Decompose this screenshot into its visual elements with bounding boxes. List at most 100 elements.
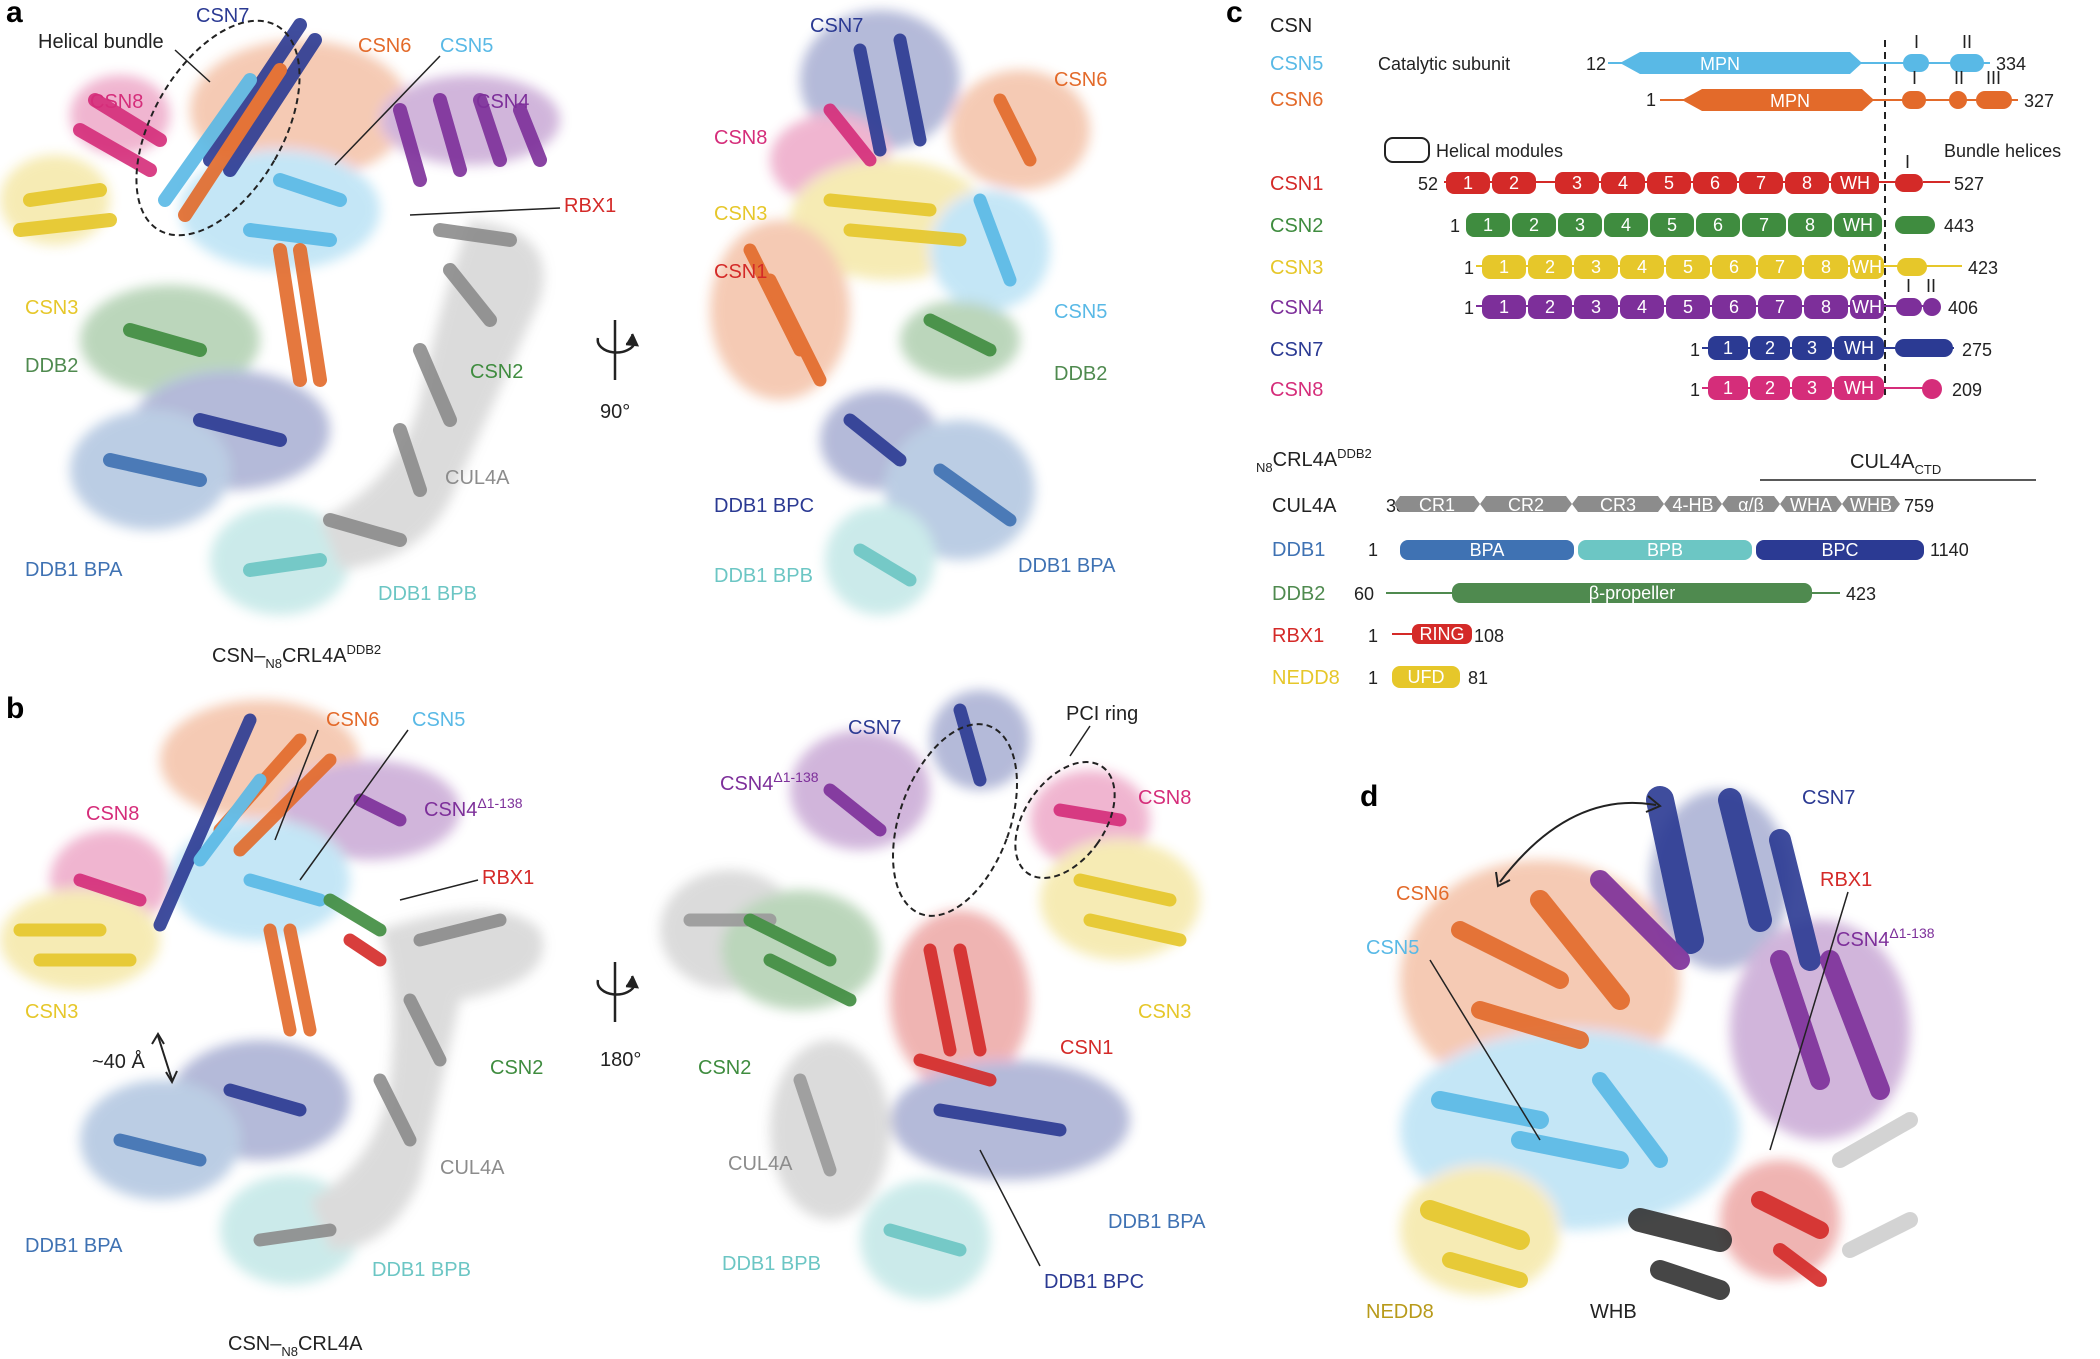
- c-row-name-csn8: CSN8: [1270, 379, 1323, 401]
- label-b2-csn7: CSN7: [848, 717, 901, 739]
- structure-b-right: [660, 690, 1200, 1300]
- c-csn6-end: 327: [2024, 91, 2054, 111]
- label-a2-csn5: CSN5: [1054, 301, 1107, 323]
- c-bundle-helices-label: Bundle helices: [1944, 141, 2061, 161]
- label-a-csn5: CSN5: [440, 35, 493, 57]
- label-a-csn7: CSN7: [196, 5, 249, 27]
- c-row-name-csn5: CSN5: [1270, 53, 1323, 75]
- c-csn2-m8: 8: [1805, 215, 1815, 235]
- c-csn3-m4: 4: [1637, 257, 1647, 277]
- c-csn1-m5: 5: [1664, 173, 1674, 193]
- label-a-csn2: CSN2: [470, 361, 523, 383]
- c-csn1-wh: WH: [1840, 173, 1870, 193]
- c-csn3-m7: 7: [1775, 257, 1785, 277]
- label-a-cul4a: CUL4A: [445, 467, 510, 489]
- label-a2-ddb1-bpc: DDB1 BPC: [714, 495, 814, 517]
- rotation-arrow-b: [596, 962, 640, 1022]
- c-csn8-m3: 3: [1807, 378, 1817, 398]
- label-a-csn8: CSN8: [90, 91, 143, 113]
- c-csn6-mpn: [1682, 89, 1874, 111]
- c-csn1-m2: 2: [1509, 173, 1519, 193]
- label-b2-ddb1-bpa: DDB1 BPA: [1108, 1211, 1206, 1233]
- label-a2-ddb1-bpb: DDB1 BPB: [714, 565, 813, 587]
- label-d-csn7: CSN7: [1802, 787, 1855, 809]
- c-csn2-end: 443: [1944, 216, 1974, 236]
- label-b2-cul4a: CUL4A: [728, 1153, 793, 1175]
- label-b-csn3: CSN3: [25, 1001, 78, 1023]
- c-csn2-start: 1: [1450, 216, 1460, 236]
- c-ddb1-end: 1140: [1930, 540, 1969, 560]
- label-a2-csn6: CSN6: [1054, 69, 1107, 91]
- c-ddb1-start: 1: [1368, 540, 1378, 560]
- c-row-name-csn6: CSN6: [1270, 89, 1323, 111]
- c-csn5-mark-ii: II: [1962, 32, 1972, 52]
- c-csn7-m1: 1: [1723, 338, 1733, 358]
- label-a2-ddb1-bpa: DDB1 BPA: [1018, 555, 1116, 577]
- c-csn1-m1: 1: [1463, 173, 1473, 193]
- label-a-rbx1: RBX1: [564, 195, 616, 217]
- c-csn1-end: 527: [1954, 174, 1984, 194]
- c-csn8-m1: 1: [1723, 378, 1733, 398]
- header-csn: CSN: [1270, 15, 1312, 37]
- label-a2-csn3: CSN3: [714, 203, 767, 225]
- c-csn3-start: 1: [1464, 258, 1474, 278]
- c-cul4a-name: CUL4A: [1272, 495, 1337, 517]
- c-helical-modules-label: Helical modules: [1436, 141, 1563, 161]
- c-csn2-m3: 3: [1575, 215, 1585, 235]
- c-ddb2-propeller: β-propeller: [1589, 583, 1675, 603]
- c-csn7-start: 1: [1690, 340, 1700, 360]
- label-b-csn8: CSN8: [86, 803, 139, 825]
- caption-b-left: CSN–N8CRL4A: [228, 1333, 363, 1359]
- c-cul4a-ab: α/β: [1738, 495, 1764, 515]
- rotation-arrow-a: [596, 320, 640, 380]
- label-a-ddb2: DDB2: [25, 355, 78, 377]
- c-row-name-csn7: CSN7: [1270, 339, 1323, 361]
- c-csn2-m6: 6: [1713, 215, 1723, 235]
- c-rows-helical: CSN1 52 1 2 3 4 5 6 7 8 WH 527 I CSN2 1: [1270, 152, 1998, 401]
- label-b-csn5: CSN5: [412, 709, 465, 731]
- label-d-nedd8: NEDD8: [1366, 1301, 1434, 1323]
- c-catalytic-label: Catalytic subunit: [1378, 54, 1510, 74]
- c-csn3-end: 423: [1968, 258, 1998, 278]
- c-csn4-wh: WH: [1852, 297, 1882, 317]
- label-b-csn6: CSN6: [326, 709, 379, 731]
- label-b2-ddb1-bpc: DDB1 BPC: [1044, 1271, 1144, 1293]
- label-b-csn2: CSN2: [490, 1057, 543, 1079]
- c-csn7-m3: 3: [1807, 338, 1817, 358]
- label-b-ddb1-bpb: DDB1 BPB: [372, 1259, 471, 1281]
- c-ddb1-bpc: BPC: [1821, 540, 1858, 560]
- c-cul4a-ctd: CUL4ACTD: [1850, 451, 1941, 477]
- label-b2-csn4: CSN4Δ1-138: [720, 769, 819, 795]
- c-csn3-m3: 3: [1591, 257, 1601, 277]
- c-ddb2-end: 423: [1846, 584, 1876, 604]
- c-csn1-m8: 8: [1802, 173, 1812, 193]
- c-cul4a-end: 759: [1904, 496, 1934, 516]
- label-b-rbx1: RBX1: [482, 867, 534, 889]
- label-d-csn5: CSN5: [1366, 937, 1419, 959]
- c-csn1-m7: 7: [1756, 173, 1766, 193]
- label-b-csn4: CSN4Δ1-138: [424, 795, 523, 821]
- c-cul4a-cr3: CR3: [1600, 495, 1636, 515]
- c-csn1-m4: 4: [1618, 173, 1628, 193]
- c-cul4a-4hb: 4-HB: [1672, 495, 1713, 515]
- label-a2-ddb2: DDB2: [1054, 363, 1107, 385]
- rotation-label-b: 180°: [600, 1049, 641, 1071]
- label-a-ddb1-bpa: DDB1 BPA: [25, 559, 123, 581]
- label-d-csn4: CSN4Δ1-138: [1836, 925, 1935, 951]
- c-ddb1-name: DDB1: [1272, 539, 1325, 561]
- c-csn4-m5: 5: [1683, 297, 1693, 317]
- c-csn7-end: 275: [1962, 340, 1992, 360]
- label-b-cul4a: CUL4A: [440, 1157, 505, 1179]
- c-csn8-wh: WH: [1844, 378, 1874, 398]
- label-d-whb: WHB: [1590, 1301, 1637, 1323]
- c-nedd8-start: 1: [1368, 668, 1378, 688]
- c-csn5-mark-i: I: [1914, 32, 1919, 52]
- c-csn8-end: 209: [1952, 380, 1982, 400]
- panel-label-d: d: [1360, 780, 1378, 813]
- c-csn4-start: 1: [1464, 298, 1474, 318]
- c-csn4-mark-ii: II: [1926, 276, 1936, 296]
- c-ddb2-name: DDB2: [1272, 583, 1325, 605]
- c-rbx1-end: 108: [1474, 626, 1504, 646]
- c-csn1-mark-i: I: [1905, 152, 1910, 172]
- c-csn2-m1: 1: [1483, 215, 1493, 235]
